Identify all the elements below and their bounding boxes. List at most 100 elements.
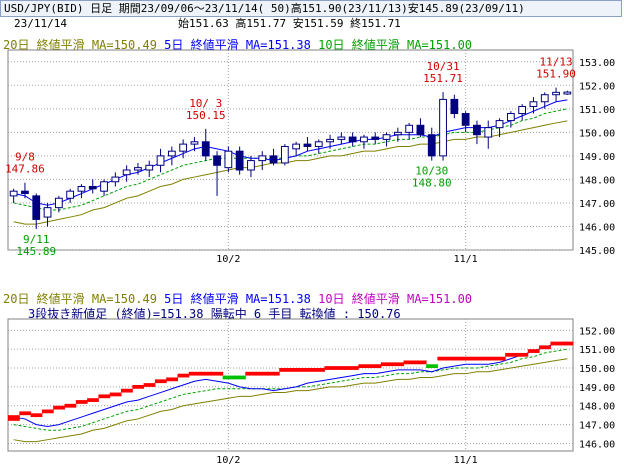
candle-body	[348, 136, 357, 143]
newprice-brick	[256, 371, 269, 376]
candle-body	[461, 113, 470, 126]
newprice-brick	[87, 398, 99, 402]
newprice-brick	[561, 341, 574, 346]
newprice-brick	[109, 392, 122, 397]
newprice-brick	[471, 356, 484, 361]
newprice-brick	[211, 371, 224, 376]
newprice-brick	[527, 349, 540, 353]
y-tick-label-b: 150.00	[579, 364, 615, 375]
ma-line-2	[13, 120, 568, 225]
candle-body	[32, 195, 41, 220]
candle-body	[518, 105, 527, 115]
candle-body	[156, 155, 165, 166]
legend-ma10: 10日 終値平滑 MA=151.00	[318, 38, 473, 52]
annotation-value: 151.71	[423, 72, 463, 85]
newprice-brick	[177, 373, 190, 378]
newprice-brick	[143, 383, 156, 387]
ma-line-b-0	[13, 341, 568, 427]
candle-body	[167, 150, 176, 157]
newprice-brick	[290, 368, 303, 372]
newprice-brick	[392, 362, 404, 367]
candle-body	[292, 143, 301, 150]
newprice-brick	[188, 371, 201, 376]
candle-body	[213, 155, 221, 166]
candle-body	[506, 113, 515, 122]
candle-body	[484, 127, 493, 138]
candle-body	[122, 169, 131, 176]
newprice-brick	[222, 375, 235, 380]
candle-body	[314, 141, 323, 147]
candle-body	[235, 150, 244, 171]
ma-line-b-1	[13, 348, 568, 431]
y-tick-label: 152.00	[579, 81, 615, 92]
candle-body	[540, 94, 549, 103]
annotation-value: 150.15	[186, 109, 226, 122]
candle-body	[258, 155, 267, 162]
newprice-brick	[347, 366, 359, 370]
legend-ma20-b: 20日 終値平滑 MA=150.49	[3, 292, 157, 306]
newprice-brick	[267, 371, 280, 376]
newprice-brick	[154, 379, 167, 384]
x-tick-label-b: 11/1	[454, 455, 478, 466]
candle-body	[145, 164, 154, 171]
ma-line-1	[13, 108, 568, 211]
newprice-brick	[460, 356, 472, 361]
candle-body	[224, 150, 233, 169]
candle-body	[280, 145, 289, 164]
candle-body	[77, 185, 86, 192]
candle-body	[360, 136, 368, 143]
annotation-date: 9/8	[15, 151, 35, 164]
newprice-brick	[550, 341, 563, 346]
newprice-brick	[335, 366, 348, 370]
candle-body	[405, 124, 414, 133]
annotation-date: 9/11	[23, 233, 50, 246]
candle-body	[111, 176, 120, 183]
y-tick-label: 146.00	[579, 222, 615, 233]
candle-body	[66, 190, 75, 199]
newprice-brick	[166, 377, 178, 382]
annotation-value: 145.89	[16, 245, 56, 258]
annotation-date: 10/30	[415, 165, 448, 178]
candlestick-chart: 153.00 152.00 151.00 150.00 149.00 148.00 147.…	[5, 49, 615, 265]
newprice-brick	[505, 352, 517, 357]
y-tick-label: 148.00	[579, 175, 615, 186]
newprice-brick	[279, 368, 291, 372]
newprice-brick	[313, 368, 325, 372]
candle-body	[269, 155, 278, 164]
candle-body	[179, 143, 188, 152]
ma-line-0	[13, 99, 568, 206]
candle-body	[529, 101, 538, 107]
candle-body	[100, 181, 108, 192]
candle-body	[337, 136, 346, 140]
candle-body	[450, 98, 459, 115]
plot-frame-b	[7, 318, 574, 452]
y-tick-label: 147.00	[579, 199, 615, 210]
newprice-brick	[324, 366, 337, 370]
candle-body	[427, 134, 436, 157]
candle-body	[563, 91, 572, 95]
legend-ma20: 20日 終値平滑 MA=150.49	[3, 38, 157, 52]
legend-ma10-b: 10日 終値平滑 MA=151.00	[318, 292, 473, 306]
candle-body	[552, 91, 560, 96]
plot-frame	[7, 49, 574, 251]
newprice-brick	[41, 409, 54, 414]
newprice-brick	[437, 356, 450, 361]
annotation-date: 10/31	[426, 60, 459, 73]
legend-bottom: 20日 終値平滑 MA=150.49 5日 終値平滑 MA=151.38 10日…	[3, 290, 472, 307]
candle-body	[54, 197, 63, 209]
newprice-brick	[414, 360, 427, 365]
y-tick-label: 145.00	[579, 246, 615, 257]
candle-body	[473, 124, 481, 136]
newprice-brick	[301, 368, 314, 372]
newprice-chart: 152.00 151.00 150.00 149.00 148.00 147.00 146.…	[7, 318, 615, 466]
newprice-brick	[75, 400, 88, 404]
candle-body	[371, 136, 380, 140]
kagi-info: 3段抜き新値足 (終値)=151.38 陽転中 6 手目 転換値 : 150.7…	[28, 305, 401, 322]
candle-body	[21, 190, 29, 195]
newprice-brick	[539, 345, 551, 350]
newprice-brick	[64, 403, 77, 408]
annotation-date: 10/ 3	[189, 97, 222, 110]
newprice-brick	[234, 375, 246, 380]
candle-body	[134, 167, 142, 171]
annotation-value: 148.80	[412, 177, 452, 190]
